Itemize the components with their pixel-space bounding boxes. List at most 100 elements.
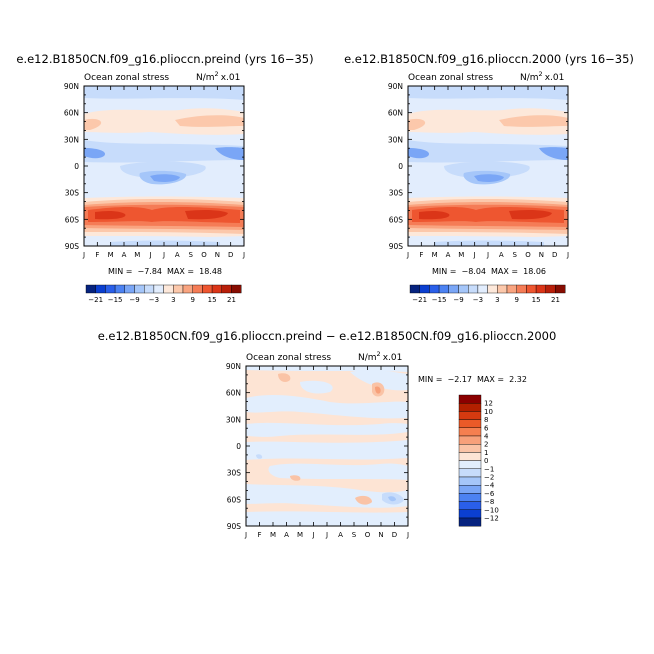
x-tick-label: N [378, 531, 383, 539]
colorbar-label: −15 [432, 296, 447, 304]
axis-ticks [407, 85, 569, 247]
colorbar-box [231, 284, 242, 294]
min-max-label: MIN = −2.17 MAX = 2.32 [418, 375, 527, 384]
colorbar-label: 15 [208, 296, 217, 304]
colorbar-box [202, 284, 213, 294]
colorbar-label: −15 [108, 296, 123, 304]
colorbar-box [438, 284, 450, 294]
colorbar-box [458, 460, 482, 470]
colorbar-label: 9 [190, 296, 194, 304]
colorbar-box [429, 284, 440, 294]
colorbar-box [143, 284, 155, 294]
colorbar-label: 3 [495, 296, 499, 304]
colorbar-box [535, 284, 546, 294]
y-tick-label: 90N [388, 82, 403, 91]
colorbar-label: −4 [484, 482, 495, 490]
x-tick-label: J [486, 251, 489, 259]
x-tick-label: S [188, 251, 193, 259]
y-tick-label: 90N [226, 362, 241, 371]
y-tick-label: 60S [389, 215, 404, 224]
colorbar-box [497, 284, 508, 294]
y-tick-label: 0 [398, 162, 403, 171]
colorbar-label: −3 [473, 296, 483, 304]
colorbar-box [458, 435, 482, 445]
colorbar-box [134, 284, 145, 294]
colorbar: −21 −15 −9 −3 3 9 15 21 [85, 284, 242, 304]
x-tick-label: M [458, 251, 464, 259]
colorbar: −21 −15 −9 −3 3 9 15 21 [409, 284, 566, 304]
colorbar-box [192, 284, 203, 294]
colorbar-label: −10 [484, 506, 499, 514]
x-tick-label: J [242, 251, 245, 259]
x-tick-label: J [244, 531, 247, 539]
panel-2000: e.e12.B1850CN.f09_g16.plioccn.2000 (yrs … [344, 52, 634, 304]
colorbar-box [448, 284, 459, 294]
y-tick-label: 0 [74, 162, 79, 171]
colorbar-label: 2 [484, 441, 488, 449]
min-max-label: MIN = −8.04 MAX = 18.06 [432, 267, 546, 276]
colorbar-box [468, 284, 479, 294]
x-tick-label: J [566, 251, 569, 259]
y-tick-label: 90S [389, 242, 404, 251]
colorbar-box [153, 284, 164, 294]
colorbar-box [458, 394, 482, 404]
colorbar-label: −21 [412, 296, 427, 304]
colorbar-label: −12 [484, 515, 499, 523]
x-tick-label: M [270, 531, 276, 539]
colorbar-label: −9 [129, 296, 139, 304]
contour-field [408, 86, 568, 246]
panel-difference: e.e12.B1850CN.f09_g16.plioccn.preind − e… [98, 329, 557, 539]
y-tick-label: 60S [65, 215, 80, 224]
panel-subtitle: Ocean zonal stress [246, 353, 331, 363]
colorbar-label: 8 [484, 416, 488, 424]
x-tick-label: M [108, 251, 114, 259]
y-tick-label: 60N [226, 389, 241, 398]
colorbar-box [458, 509, 482, 519]
colorbar-box [458, 501, 482, 511]
colorbar-box [458, 419, 482, 429]
min-max-label: MIN = −7.84 MAX = 18.48 [108, 267, 222, 276]
x-tick-label: M [432, 251, 438, 259]
x-tick-label: A [175, 251, 180, 259]
colorbar-box [545, 284, 556, 294]
x-tick-label: J [325, 531, 328, 539]
colorbar-box [458, 403, 482, 412]
colorbar-label: 4 [484, 433, 489, 441]
panel-subtitle: Ocean zonal stress [408, 73, 493, 83]
colorbar-box [95, 284, 106, 294]
y-tick-label: 30N [64, 135, 79, 144]
colorbar-label: −21 [88, 296, 103, 304]
colorbar-box [114, 284, 125, 294]
x-tick-label: J [162, 251, 165, 259]
x-tick-label: S [512, 251, 517, 259]
colorbar-box [458, 452, 482, 461]
x-tick-label: M [134, 251, 140, 259]
x-tick-label: J [406, 531, 409, 539]
colorbar-label: 21 [227, 296, 236, 304]
colorbar-box [516, 284, 527, 294]
colorbar-box [182, 284, 193, 294]
colorbar-label: 10 [484, 408, 493, 416]
colorbar-label: −9 [453, 296, 463, 304]
colorbar-box [458, 493, 482, 502]
x-tick-label: O [365, 531, 371, 539]
colorbar-label: 1 [484, 449, 488, 457]
x-tick-label: F [419, 251, 423, 259]
panel-preind: e.e12.B1850CN.f09_g16.plioccn.preind (yr… [16, 52, 313, 304]
colorbar-box [458, 485, 482, 494]
colorbar-box [458, 517, 482, 527]
y-tick-label: 30S [65, 189, 80, 198]
x-tick-label: J [473, 251, 476, 259]
x-tick-label: N [215, 251, 220, 259]
colorbar-label: 9 [514, 296, 518, 304]
x-tick-label: N [539, 251, 544, 259]
y-tick-labels: 90N 60N 30N 0 30S 60S 90S [64, 82, 79, 251]
colorbar-label: 12 [484, 400, 493, 408]
y-tick-label: 60N [64, 109, 79, 118]
colorbar-box [458, 444, 482, 453]
units-label: N/m2 x.01 [520, 70, 564, 83]
panel-title: e.e12.B1850CN.f09_g16.plioccn.preind − e… [98, 329, 557, 343]
colorbar-label: −1 [484, 465, 494, 473]
